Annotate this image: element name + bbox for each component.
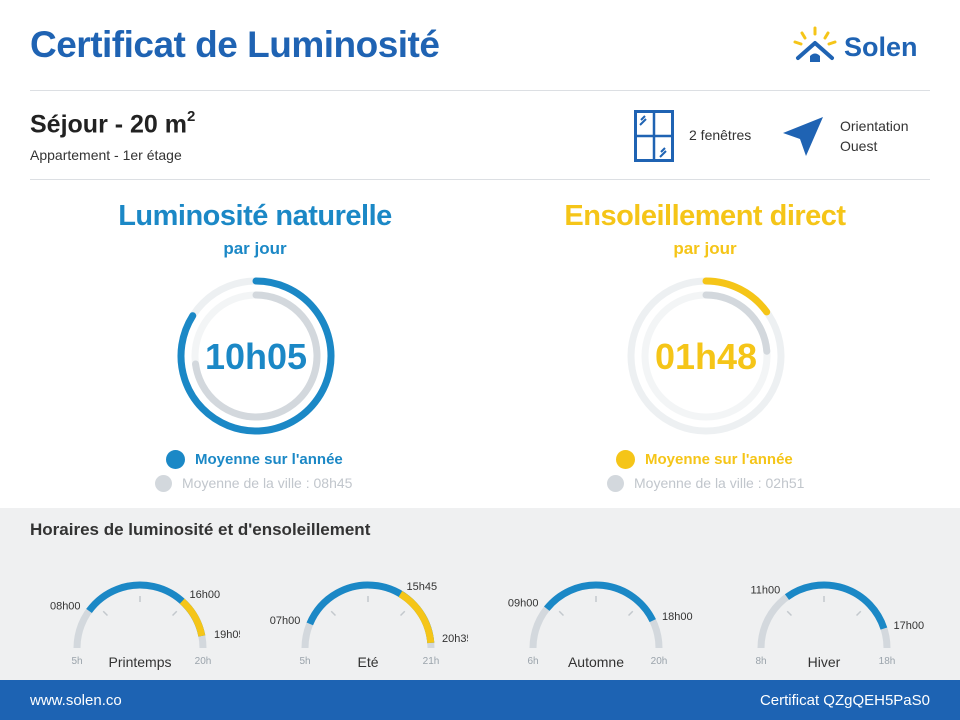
sun-legend-city: Moyenne de la ville : 02h51 xyxy=(634,475,805,491)
dial-tick xyxy=(102,610,109,617)
dial-tick xyxy=(627,610,634,617)
sun-arc xyxy=(398,590,435,644)
dial-tick xyxy=(399,610,406,617)
window-icon xyxy=(634,110,674,167)
legend-dot-city xyxy=(607,475,624,492)
min-hour-label: 6h xyxy=(527,656,538,667)
max-hour-label: 20h xyxy=(195,656,212,667)
sunshine-gauge: 01h48 xyxy=(627,277,785,435)
dial-tick xyxy=(330,610,337,617)
max-hour-label: 20h xyxy=(651,656,668,667)
dial-tick xyxy=(558,610,565,617)
city-value-arc xyxy=(192,291,321,421)
schedule-section xyxy=(0,508,960,680)
orientation-label: Orientation Ouest xyxy=(840,118,909,154)
light-arc xyxy=(544,581,656,623)
season-track xyxy=(529,581,663,649)
dial-tick xyxy=(786,610,793,617)
min-hour-label: 8h xyxy=(755,656,766,667)
min-hour-label: 5h xyxy=(299,656,310,667)
natural-light-title: Luminosité naturelle xyxy=(118,200,392,232)
page-title: Certificat de Luminosité xyxy=(30,24,440,65)
min-hour-label: 5h xyxy=(71,656,82,667)
max-hour-label: 21h xyxy=(423,656,440,667)
schedule-title: Horaires de luminosité et d'ensoleilleme… xyxy=(30,520,371,539)
website-link[interactable]: www.solen.co xyxy=(30,692,122,709)
light-start-label: 07h00 xyxy=(270,615,301,627)
gauge-value-arc xyxy=(177,277,335,435)
season-name: Hiver xyxy=(808,654,841,670)
season-track xyxy=(73,581,207,649)
max-hour-label: 18h xyxy=(879,656,896,667)
light-arc xyxy=(86,581,206,637)
season-gauge-automne: 09h00 18h00 6h 20h Automne xyxy=(508,581,693,670)
sun-legend-main: Moyenne sur l'année xyxy=(645,451,793,468)
sunshine-subtitle: par jour xyxy=(673,239,737,258)
windows-count: 2 fenêtres xyxy=(689,127,752,143)
light-end-label: 18h00 xyxy=(662,611,693,623)
dial-tick xyxy=(171,610,178,617)
natural-light-gauge: 10h05 xyxy=(177,277,335,435)
sun-house-icon xyxy=(793,26,837,62)
light-arc xyxy=(784,581,888,630)
certificate-id: Certificat QZgQEH5PaS0 xyxy=(759,692,930,709)
light-end-label: 17h00 xyxy=(894,620,924,632)
sun-start-label: 15h45 xyxy=(407,581,438,593)
footer: www.solen.co Certificat QZgQEH5PaS0 xyxy=(0,680,960,720)
sun-arc xyxy=(179,598,206,637)
solen-logo: Solen xyxy=(792,26,932,70)
brand-name: Solen xyxy=(844,32,918,62)
room-subtitle: Appartement - 1er étage xyxy=(30,147,182,163)
sunshine-title: Ensoleillement direct xyxy=(564,200,846,232)
gauge-value-text: 10h05 xyxy=(205,336,307,377)
legend-dot-sun xyxy=(616,450,635,469)
natural-light-subtitle: par jour xyxy=(223,239,287,258)
city-value-arc xyxy=(702,291,771,355)
divider xyxy=(30,90,930,91)
legend-dot-city xyxy=(155,475,172,492)
room-name: Séjour - 20 m2 xyxy=(30,108,196,139)
natural-legend-main: Moyenne sur l'année xyxy=(195,451,343,468)
legend-dot-natural xyxy=(166,450,185,469)
light-start-label: 09h00 xyxy=(508,598,539,610)
season-track xyxy=(301,581,435,649)
light-start-label: 08h00 xyxy=(50,600,81,612)
gauge-value-arc xyxy=(702,277,771,316)
light-start-label: 11h00 xyxy=(750,585,780,597)
gauge-value-text: 01h48 xyxy=(655,336,757,377)
dial-tick xyxy=(855,610,862,617)
natural-legend-city: Moyenne de la ville : 08h45 xyxy=(182,475,353,491)
season-name: Eté xyxy=(357,654,378,670)
light-arc xyxy=(306,581,435,644)
season-gauge-hiver: 11h00 17h00 8h 18h Hiver xyxy=(750,581,924,670)
sun-start-label: 16h00 xyxy=(190,589,221,601)
divider xyxy=(30,179,930,180)
compass-arrow-icon xyxy=(782,115,824,162)
season-name: Printemps xyxy=(108,654,171,670)
season-name: Automne xyxy=(568,654,624,670)
